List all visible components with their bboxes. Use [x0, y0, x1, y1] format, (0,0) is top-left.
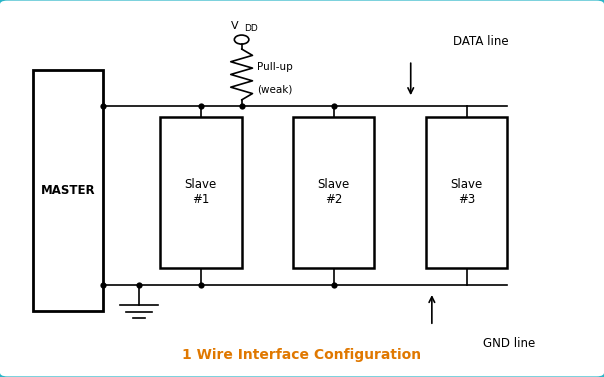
Text: Slave
#3: Slave #3 [451, 178, 483, 206]
Text: 1 Wire Interface Configuration: 1 Wire Interface Configuration [182, 348, 422, 362]
Bar [426, 117, 507, 268]
Text: DD: DD [245, 24, 259, 33]
Text: DATA line: DATA line [453, 35, 509, 48]
Text: Pull-up: Pull-up [257, 62, 292, 72]
Text: V: V [231, 21, 239, 31]
Text: MASTER: MASTER [40, 184, 95, 197]
Text: (weak): (weak) [257, 84, 292, 95]
Text: GND line: GND line [483, 337, 536, 349]
Text: Slave
#1: Slave #1 [185, 178, 217, 206]
Bar [160, 117, 242, 268]
Bar [293, 117, 374, 268]
Bar [33, 70, 103, 311]
Text: Slave
#2: Slave #2 [318, 178, 350, 206]
